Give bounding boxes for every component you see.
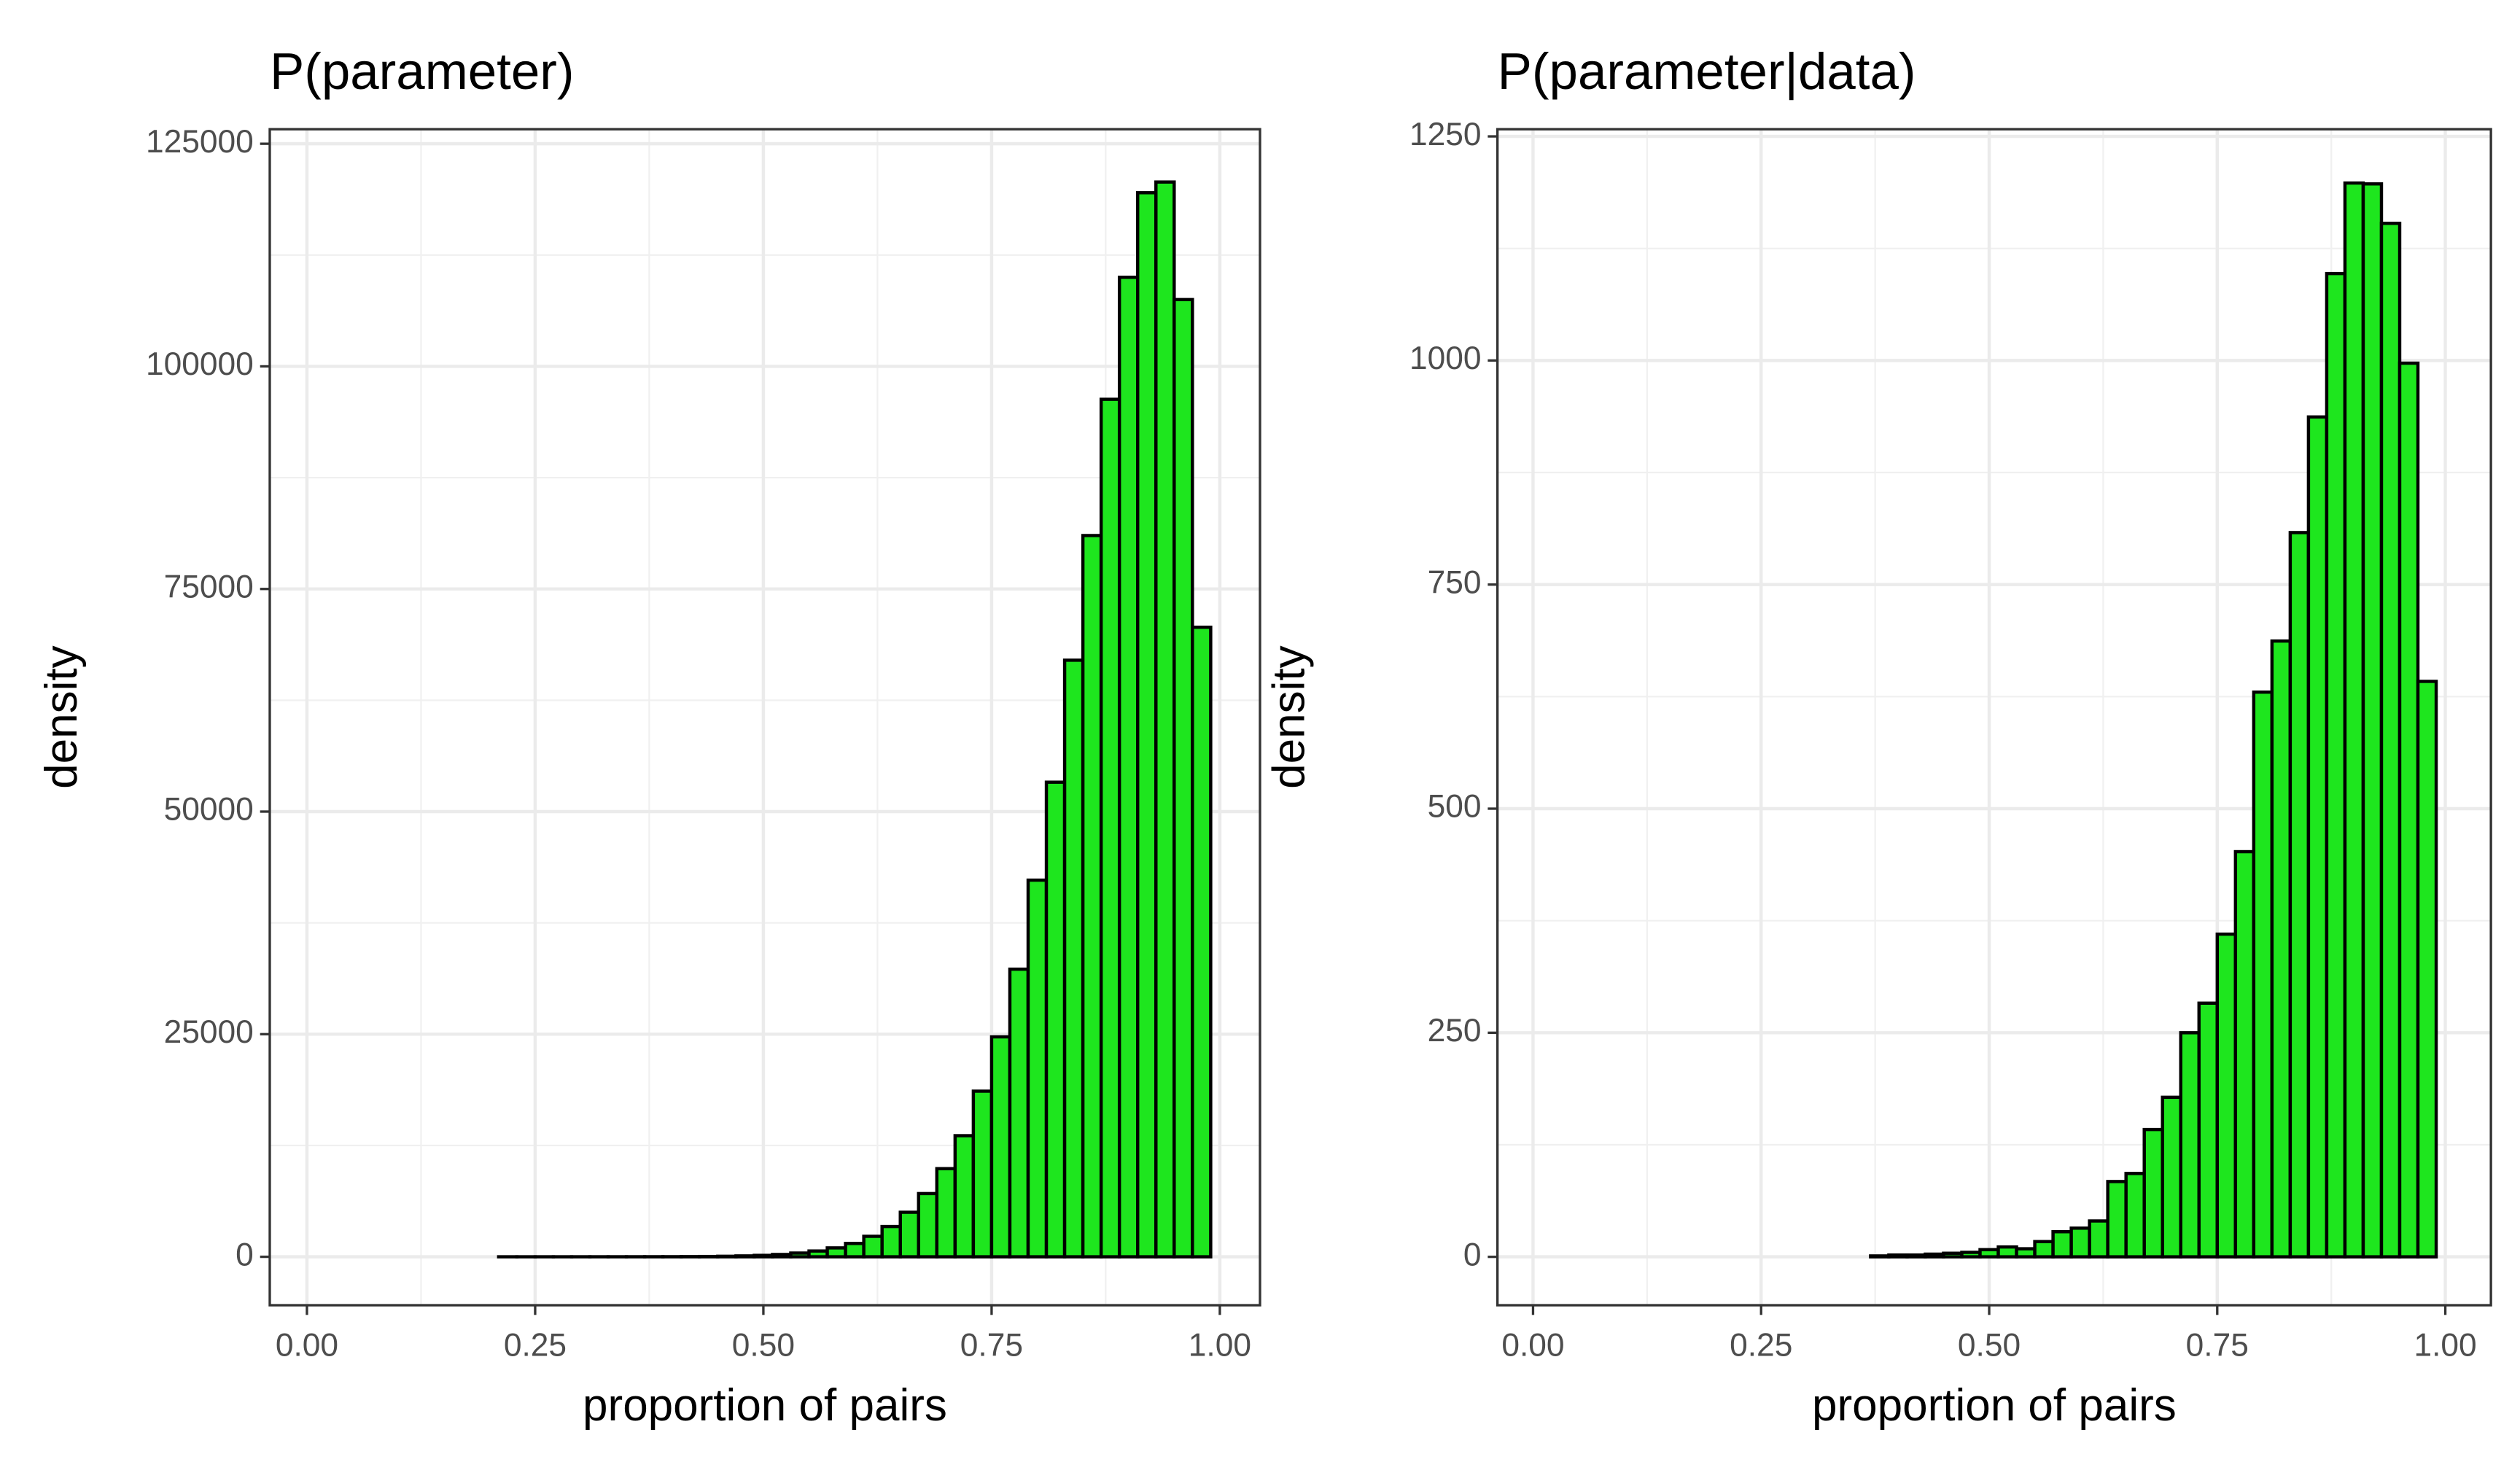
- bar: [1924, 1252, 1945, 1259]
- bar: [1008, 967, 1030, 1259]
- bar: [989, 1035, 1012, 1259]
- bar: [2215, 932, 2238, 1259]
- bar: [2270, 639, 2292, 1259]
- y-axis-label: density: [36, 645, 87, 788]
- bar: [898, 1210, 920, 1259]
- bar: [2106, 1180, 2128, 1259]
- x-axis-label: proportion of pairs: [1812, 1380, 2177, 1431]
- y-tick-label: 0: [236, 1237, 254, 1272]
- x-tick-label: 0.50: [1958, 1327, 2021, 1363]
- panel-border: [1496, 128, 2492, 1307]
- bar: [1099, 397, 1121, 1259]
- bar: [2233, 849, 2256, 1259]
- x-tick-label: 0.75: [960, 1327, 1023, 1363]
- bar: [953, 1134, 976, 1259]
- bar: [789, 1251, 811, 1259]
- bar: [1942, 1251, 1964, 1259]
- y-tick-label: 125000: [146, 124, 254, 160]
- bar: [2015, 1247, 2037, 1259]
- bar: [2033, 1240, 2055, 1259]
- bar: [935, 1167, 957, 1259]
- bar: [1978, 1248, 2000, 1259]
- bar: [2288, 531, 2311, 1259]
- chart-title: P(parameter|data): [1498, 43, 1916, 101]
- bar: [2197, 1001, 2220, 1259]
- bar: [2252, 690, 2274, 1259]
- bar: [917, 1191, 939, 1259]
- bar: [807, 1249, 829, 1259]
- bar: [2179, 1031, 2201, 1259]
- y-tick-label: 50000: [164, 792, 254, 828]
- bar: [1154, 180, 1176, 1259]
- bar: [2088, 1219, 2109, 1259]
- y-tick-label: 0: [1463, 1237, 1482, 1272]
- bar: [1026, 878, 1049, 1259]
- bar: [862, 1234, 884, 1259]
- bar: [2343, 181, 2365, 1259]
- bar: [1062, 658, 1085, 1259]
- bar: [2416, 680, 2438, 1259]
- x-tick-label: 1.00: [2414, 1327, 2476, 1363]
- chart-title: P(parameter): [270, 43, 574, 101]
- y-tick-label: 500: [1428, 789, 1482, 825]
- bar: [771, 1253, 793, 1259]
- bar: [1191, 626, 1213, 1259]
- bar: [844, 1242, 866, 1259]
- panel-border: [268, 128, 1261, 1307]
- bar: [2398, 361, 2420, 1259]
- bar: [1960, 1251, 1982, 1259]
- x-tick-label: 0.00: [276, 1327, 338, 1363]
- y-tick-label: 250: [1428, 1013, 1482, 1049]
- bar: [1905, 1253, 1927, 1259]
- x-tick-label: 0.50: [732, 1327, 795, 1363]
- bar: [825, 1246, 847, 1259]
- bar: [716, 1254, 738, 1259]
- bar: [2379, 222, 2402, 1259]
- y-tick-label: 1250: [1409, 117, 1482, 152]
- bar: [1996, 1245, 2018, 1259]
- y-tick-label: 100000: [146, 346, 254, 382]
- bar: [880, 1224, 902, 1259]
- x-tick-label: 0.00: [1501, 1327, 1564, 1363]
- bar: [1081, 534, 1103, 1259]
- bar: [2124, 1172, 2146, 1259]
- bar: [2361, 182, 2384, 1259]
- bar: [1136, 191, 1158, 1259]
- x-tick-label: 1.00: [1189, 1327, 1251, 1363]
- bar: [2069, 1226, 2091, 1259]
- x-axis-label: proportion of pairs: [583, 1380, 947, 1431]
- bar: [2051, 1230, 2073, 1259]
- y-tick-label: 750: [1428, 564, 1482, 600]
- y-tick-label: 75000: [164, 569, 254, 604]
- x-tick-label: 0.25: [1730, 1327, 1792, 1363]
- bar: [1172, 298, 1194, 1259]
- y-tick-label: 25000: [164, 1014, 254, 1050]
- bar: [2142, 1127, 2164, 1259]
- y-axis-label: density: [1264, 645, 1315, 789]
- bar: [2161, 1095, 2182, 1259]
- bar: [1887, 1253, 1909, 1259]
- x-tick-label: 0.75: [2186, 1327, 2249, 1363]
- bar: [1117, 276, 1140, 1259]
- bar: [2325, 271, 2347, 1259]
- bar: [971, 1089, 994, 1259]
- bar: [2306, 415, 2329, 1259]
- bar: [1044, 780, 1067, 1259]
- x-tick-label: 0.25: [504, 1327, 567, 1363]
- y-tick-label: 1000: [1409, 341, 1482, 376]
- bar: [752, 1253, 774, 1259]
